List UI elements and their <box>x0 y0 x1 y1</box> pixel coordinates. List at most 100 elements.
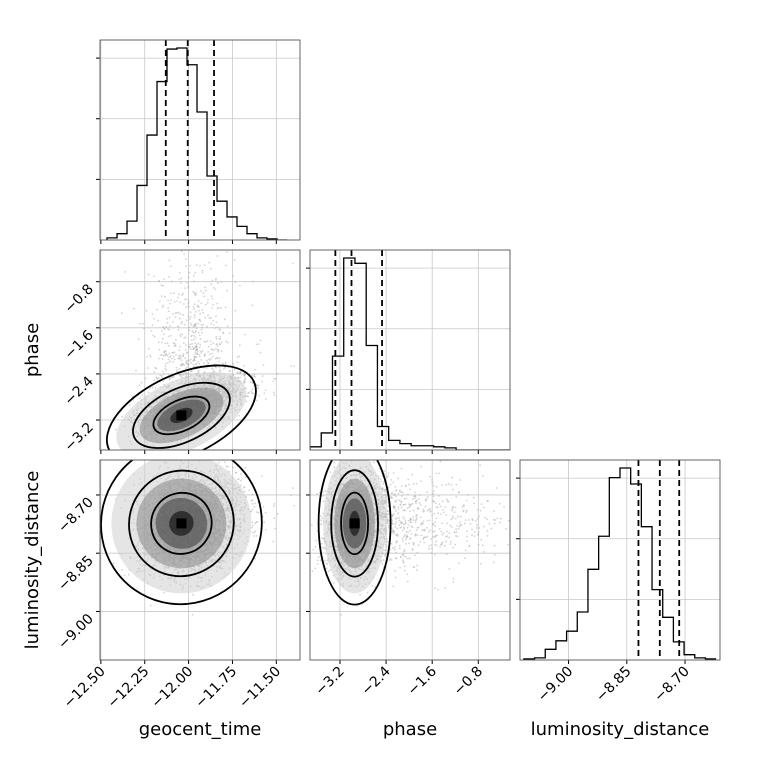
scatter-point <box>167 373 170 376</box>
scatter-point <box>194 363 197 366</box>
scatter-point <box>201 309 204 311</box>
scatter-point <box>255 399 258 402</box>
scatter-point <box>198 334 201 337</box>
scatter-point <box>180 359 183 362</box>
scatter-point <box>253 531 256 534</box>
scatter-point <box>187 302 190 305</box>
scatter-point <box>167 307 170 309</box>
scatter-point <box>192 275 195 277</box>
scatter-point <box>219 338 222 340</box>
scatter-point <box>236 361 239 364</box>
scatter-point <box>178 278 181 281</box>
scatter-point <box>147 391 150 394</box>
panel-frame <box>309 249 511 451</box>
scatter-point <box>168 352 171 355</box>
scatter-point <box>124 271 126 273</box>
scatter-point <box>168 378 171 380</box>
scatter-point <box>276 372 279 375</box>
scatter-point <box>179 364 182 367</box>
scatter-point <box>246 395 249 398</box>
scatter-point <box>257 384 260 387</box>
scatter-point <box>174 316 177 319</box>
scatter-point <box>187 285 190 288</box>
scatter-point <box>199 350 202 353</box>
scatter-point <box>170 299 173 301</box>
scatter-point <box>190 361 192 364</box>
scatter-point <box>200 324 203 326</box>
scatter-point <box>157 377 160 379</box>
scatter-point <box>193 334 196 337</box>
scatter-point <box>151 386 154 389</box>
scatter-point <box>160 284 163 287</box>
scatter-point <box>251 374 254 376</box>
scatter-point <box>175 366 178 369</box>
scatter-point <box>169 302 171 305</box>
scatter-point <box>198 318 201 321</box>
scatter-point <box>172 361 174 364</box>
scatter-point <box>195 310 197 313</box>
scatter-point <box>211 352 213 355</box>
scatter-point <box>193 338 195 341</box>
scatter-point <box>247 391 250 394</box>
scatter-point <box>172 292 175 295</box>
scatter-point <box>233 368 236 371</box>
scatter-point <box>161 376 163 379</box>
scatter-point <box>194 353 197 356</box>
scatter-point <box>174 312 177 315</box>
scatter-point <box>214 327 217 329</box>
scatter-point <box>203 355 206 357</box>
panel-geocent_time-vs-geocent_time <box>96 39 301 244</box>
scatter-point <box>293 365 296 368</box>
scatter-point <box>251 392 253 395</box>
scatter-point <box>158 280 160 283</box>
contour-line <box>132 381 231 449</box>
panel-background <box>100 40 300 240</box>
scatter-point <box>151 324 154 327</box>
scatter-point <box>254 375 257 378</box>
scatter-point <box>158 348 161 351</box>
scatter-point <box>249 380 252 383</box>
scatter-point <box>166 321 169 324</box>
scatter-point <box>153 335 156 338</box>
scatter-point <box>213 286 215 289</box>
scatter-point <box>192 593 194 596</box>
scatter-point <box>162 285 165 287</box>
scatter-point <box>139 397 141 399</box>
scatter-point <box>196 349 199 351</box>
scatter-point <box>179 354 182 357</box>
scatter-point <box>172 342 175 344</box>
scatter-point <box>193 324 196 327</box>
scatter-point <box>219 307 222 309</box>
scatter-point <box>200 359 203 361</box>
scatter-point <box>167 344 170 347</box>
scatter-point <box>206 359 209 362</box>
scatter-point <box>212 342 215 345</box>
scatter-point <box>214 288 217 291</box>
scatter-point <box>123 574 126 577</box>
scatter-point <box>210 295 213 298</box>
scatter-point <box>187 305 190 308</box>
scatter-point <box>191 613 194 616</box>
scatter-point <box>164 365 167 368</box>
scatter-point <box>112 562 115 565</box>
scatter-point <box>187 363 190 366</box>
scatter-point <box>209 340 212 343</box>
scatter-point <box>211 348 214 351</box>
scatter-point <box>197 360 200 363</box>
scatter-point <box>218 328 221 330</box>
scatter-point <box>180 322 183 325</box>
scatter-point <box>205 367 208 369</box>
scatter-point <box>160 295 163 298</box>
scatter-point <box>183 323 186 326</box>
scatter-point <box>162 373 165 376</box>
scatter-point <box>189 311 192 314</box>
scatter-point <box>217 282 219 284</box>
scatter-point <box>170 265 172 268</box>
scatter-point <box>215 336 218 338</box>
scatter-point <box>198 362 200 365</box>
scatter-point <box>237 372 239 375</box>
scatter-point <box>166 342 169 344</box>
scatter-point <box>272 380 275 383</box>
scatter-point <box>171 321 174 323</box>
